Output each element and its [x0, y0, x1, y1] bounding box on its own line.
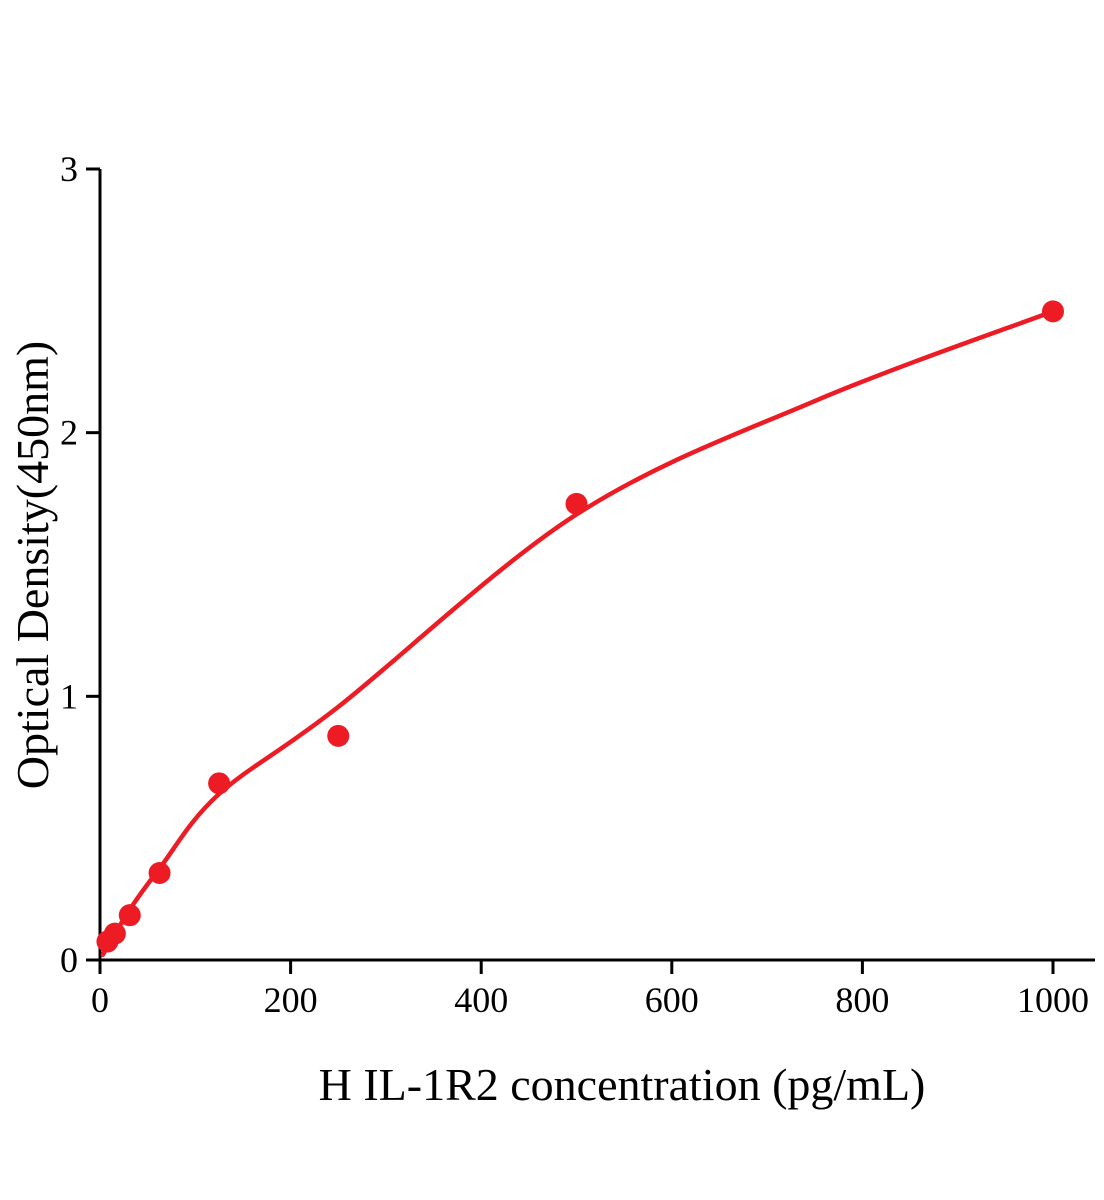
x-tick-label: 600	[645, 980, 699, 1020]
y-tick-label: 1	[60, 676, 78, 716]
y-tick-label: 0	[60, 940, 78, 980]
data-point	[103, 922, 126, 945]
x-tick-label: 400	[454, 980, 508, 1020]
plot-layer: 0 1 2 3 0 200 400 600 800 1000	[60, 149, 1095, 1020]
data-point	[208, 772, 231, 795]
fit-curve	[100, 309, 1056, 957]
y-tick-label: 3	[60, 149, 78, 189]
data-point	[327, 724, 350, 747]
y-axis-label: Optical Density(450nm)	[7, 341, 58, 789]
x-tick-label: 0	[91, 980, 109, 1020]
x-tick-label: 1000	[1017, 980, 1089, 1020]
y-tick-label: 2	[60, 413, 78, 453]
data-point	[118, 904, 141, 927]
data-point	[148, 861, 171, 884]
x-axis-label: H IL-1R2 concentration (pg/mL)	[319, 1059, 926, 1110]
data-point	[565, 492, 588, 515]
x-tick-label: 800	[835, 980, 889, 1020]
x-tick-label: 200	[264, 980, 318, 1020]
data-point	[1042, 300, 1064, 323]
